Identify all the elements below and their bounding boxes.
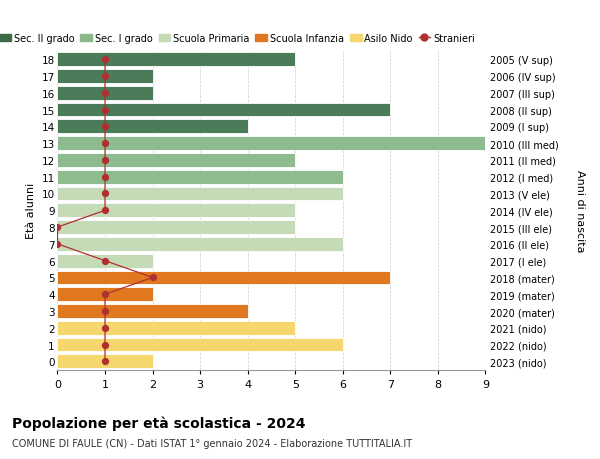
- Point: [100, 257, 110, 265]
- Point: [100, 291, 110, 298]
- Point: [100, 190, 110, 198]
- Bar: [58, 321, 295, 335]
- Bar: [58, 87, 152, 101]
- Y-axis label: Anni di nascita: Anni di nascita: [575, 170, 585, 252]
- Bar: [58, 254, 152, 268]
- Bar: [58, 288, 152, 302]
- Bar: [58, 271, 391, 285]
- Point: [100, 157, 110, 164]
- Bar: [58, 70, 152, 84]
- Point: [100, 308, 110, 315]
- Point: [100, 73, 110, 80]
- Point: [100, 174, 110, 181]
- Bar: [58, 137, 485, 151]
- Bar: [58, 355, 152, 369]
- Bar: [58, 120, 248, 134]
- Point: [100, 140, 110, 147]
- Bar: [58, 221, 295, 235]
- Bar: [58, 237, 343, 251]
- Point: [100, 358, 110, 365]
- Point: [100, 90, 110, 97]
- Bar: [58, 304, 248, 318]
- Point: [53, 241, 62, 248]
- Bar: [58, 170, 343, 184]
- Point: [148, 274, 157, 281]
- Point: [100, 123, 110, 131]
- Legend: Sec. II grado, Sec. I grado, Scuola Primaria, Scuola Infanzia, Asilo Nido, Stran: Sec. II grado, Sec. I grado, Scuola Prim…: [0, 34, 475, 44]
- Point: [53, 224, 62, 231]
- Text: Popolazione per età scolastica - 2024: Popolazione per età scolastica - 2024: [12, 415, 305, 430]
- Bar: [58, 53, 295, 67]
- Point: [100, 341, 110, 348]
- Bar: [58, 187, 343, 201]
- Point: [100, 106, 110, 114]
- Point: [100, 207, 110, 214]
- Text: COMUNE DI FAULE (CN) - Dati ISTAT 1° gennaio 2024 - Elaborazione TUTTITALIA.IT: COMUNE DI FAULE (CN) - Dati ISTAT 1° gen…: [12, 438, 412, 448]
- Bar: [58, 338, 343, 352]
- Point: [100, 56, 110, 64]
- Y-axis label: Età alunni: Età alunni: [26, 183, 36, 239]
- Point: [100, 325, 110, 332]
- Bar: [58, 154, 295, 168]
- Bar: [58, 204, 295, 218]
- Bar: [58, 103, 391, 117]
